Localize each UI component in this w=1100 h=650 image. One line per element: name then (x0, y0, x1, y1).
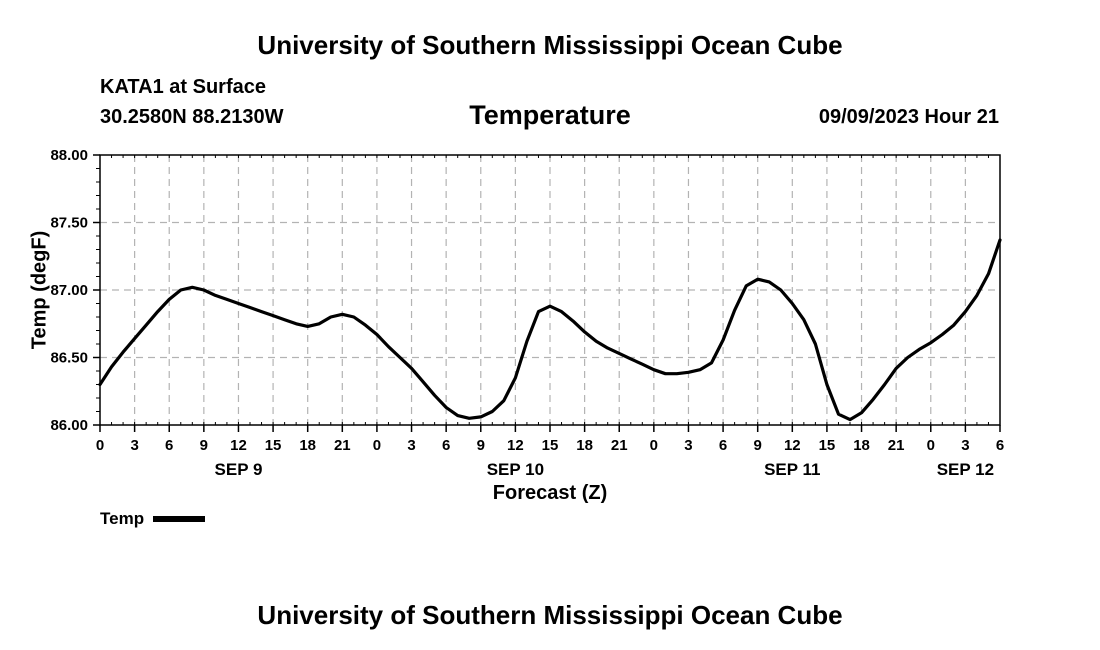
x-tick-label: 15 (265, 437, 282, 454)
x-tick-label: 0 (96, 437, 104, 454)
x-tick-label: 0 (927, 437, 935, 454)
temp-series-line (98, 238, 1002, 422)
y-tick-label: 86.00 (50, 417, 88, 434)
x-axis-label: Forecast (Z) (492, 482, 608, 504)
y-tick-label: 87.50 (50, 215, 88, 232)
x-tick-label: 21 (888, 437, 905, 454)
x-tick-label: 18 (299, 437, 316, 454)
date-label: SEP 12 (937, 460, 994, 479)
x-tick-label: 12 (784, 437, 801, 454)
date-label: SEP 9 (215, 460, 263, 479)
x-tick-label: 0 (650, 437, 658, 454)
x-tick-label: 9 (200, 437, 208, 454)
legend-label: Temp (100, 509, 145, 528)
station-coordinates: 30.2580N 88.2130W (100, 106, 284, 128)
y-tick-label: 87.00 (50, 282, 88, 299)
y-tick-label: 88.00 (50, 147, 88, 164)
x-tick-label: 9 (754, 437, 762, 454)
x-tick-label: 6 (996, 437, 1004, 454)
x-tick-label: 15 (819, 437, 836, 454)
legend: Temp (100, 509, 206, 529)
x-tick-label: 6 (719, 437, 727, 454)
x-tick-label: 6 (165, 437, 173, 454)
x-tick-label: 18 (576, 437, 593, 454)
legend-line-swatch (153, 516, 206, 522)
x-tick-label: 6 (442, 437, 450, 454)
x-tick-label: 15 (542, 437, 559, 454)
date-label: SEP 10 (487, 460, 544, 479)
x-tick-label: 12 (507, 437, 524, 454)
x-tick-label: 0 (373, 437, 381, 454)
x-tick-label: 3 (130, 437, 138, 454)
x-tick-label: 3 (407, 437, 415, 454)
x-tick-label: 3 (961, 437, 969, 454)
chart-title: Temperature (469, 100, 631, 130)
forecast-datetime: 09/09/2023 Hour 21 (818, 106, 999, 128)
y-tick-label: 86.50 (50, 350, 88, 367)
x-tick-label: 21 (611, 437, 628, 454)
x-tick-label: 12 (230, 437, 247, 454)
y-axis-label: Temp (degF) (28, 230, 51, 350)
x-tick-label: 3 (684, 437, 692, 454)
plot-frame (99, 154, 1001, 426)
footer-title: University of Southern Mississippi Ocean… (257, 600, 843, 630)
x-tick-label: 9 (477, 437, 485, 454)
date-label: SEP 11 (764, 460, 820, 479)
x-tick-label: 21 (334, 437, 351, 454)
x-tick-label: 18 (853, 437, 870, 454)
station-label: KATA1 at Surface (100, 76, 266, 98)
page-title: University of Southern Mississippi Ocean… (257, 30, 843, 60)
